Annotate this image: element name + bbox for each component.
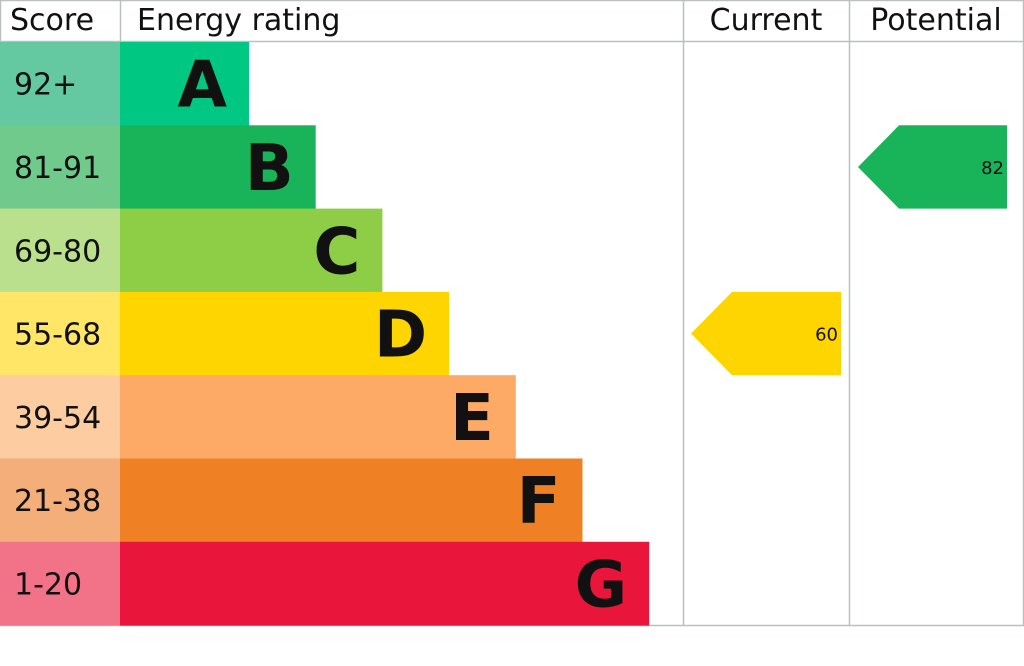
band-letter-B: B	[245, 132, 294, 206]
current-rating-arrow	[691, 291, 841, 376]
score-range-D: 55-68	[14, 318, 101, 353]
score-range-G: 1-20	[14, 567, 82, 602]
band-bar-G	[120, 541, 650, 626]
band-bar-A	[120, 42, 249, 126]
score-cell-G	[0, 541, 120, 626]
band-bar-B	[120, 125, 316, 210]
band-bar-F	[120, 458, 583, 543]
header-energy-rating: Energy rating	[137, 3, 340, 38]
current-rating-value: 60	[815, 325, 838, 346]
score-cell-A	[0, 42, 120, 126]
header-current: Current	[710, 3, 823, 38]
header-potential: Potential	[870, 3, 1001, 38]
band-bar-D	[120, 291, 450, 376]
potential-rating-value: 82	[981, 158, 1004, 179]
band-letter-G: G	[575, 548, 628, 622]
band-letter-A: A	[177, 49, 227, 123]
score-range-E: 39-54	[14, 401, 101, 436]
score-cell-D	[0, 291, 120, 376]
band-bar-E	[120, 375, 516, 459]
score-cell-F	[0, 458, 120, 543]
band-letter-C: C	[313, 215, 360, 289]
score-range-C: 69-80	[14, 234, 101, 269]
potential-rating-arrow	[858, 125, 1007, 209]
score-cell-E	[0, 375, 120, 459]
header-score: Score	[10, 3, 94, 38]
band-letter-F: F	[517, 465, 561, 539]
band-letter-D: D	[374, 299, 427, 373]
score-range-B: 81-91	[14, 151, 101, 186]
score-cell-C	[0, 208, 120, 293]
band-bar-C	[120, 208, 383, 293]
band-letter-E: E	[450, 382, 494, 456]
score-cell-B	[0, 125, 120, 210]
score-range-F: 21-38	[14, 484, 101, 519]
score-range-A: 92+	[14, 68, 77, 103]
